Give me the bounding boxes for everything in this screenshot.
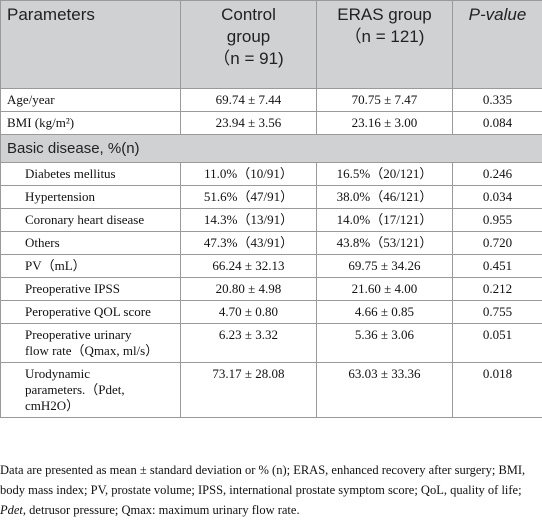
table-row: Peroperative QOL score 4.70 ± 0.80 4.66 … — [0, 300, 542, 324]
footnote-pdet: Pdet — [0, 503, 23, 517]
p-value: 0.720 — [452, 231, 542, 255]
row-label: Others — [0, 231, 181, 255]
row-label-line1: Preoperative urinary — [25, 327, 132, 342]
eras-value: 23.16 ± 3.00 — [316, 111, 453, 135]
control-value: 11.0%（10/91） — [180, 162, 317, 186]
table-row: BMI (kg/m²) 23.94 ± 3.56 23.16 ± 3.00 0.… — [0, 111, 542, 135]
table-row: PV（mL） 66.24 ± 32.13 69.75 ± 34.26 0.451 — [0, 254, 542, 278]
header-control-line3: （n = 91) — [213, 49, 284, 68]
eras-value: 14.0%（17/121） — [316, 208, 453, 232]
baseline-table: Parameters Control group （n = 91) ERAS g… — [0, 0, 542, 418]
row-label: Hypertension — [0, 185, 181, 209]
eras-value: 69.75 ± 34.26 — [316, 254, 453, 278]
control-value: 66.24 ± 32.13 — [180, 254, 317, 278]
control-value: 6.23 ± 3.32 — [180, 323, 317, 363]
row-label: PV（mL） — [0, 254, 181, 278]
table-row: Urodynamic parameters.（Pdet, cmH2O） 73.1… — [0, 362, 542, 418]
p-value: 0.451 — [452, 254, 542, 278]
header-control-line2: group — [226, 27, 271, 46]
p-value: 0.084 — [452, 111, 542, 135]
eras-value: 16.5%（20/121） — [316, 162, 453, 186]
row-label-line1: Urodynamic — [25, 366, 90, 381]
control-value: 20.80 ± 4.98 — [180, 277, 317, 301]
header-parameters: Parameters — [0, 0, 181, 89]
p-value: 0.955 — [452, 208, 542, 232]
footnote-text-1: Data are presented as mean ± standard de… — [0, 463, 526, 497]
table-row: Coronary heart disease 14.3%（13/91） 14.0… — [0, 208, 542, 232]
control-value: 51.6%（47/91） — [180, 185, 317, 209]
section-row: Basic disease, %(n) — [0, 134, 542, 163]
section-label: Basic disease, %(n) — [0, 134, 542, 163]
footnote-text-2: , detrusor pressure; Qmax: maximum urina… — [22, 503, 300, 517]
row-label: Peroperative QOL score — [0, 300, 181, 324]
eras-value: 43.8%（53/121） — [316, 231, 453, 255]
eras-value: 38.0%（46/121） — [316, 185, 453, 209]
p-value: 0.335 — [452, 88, 542, 112]
table-row: Hypertension 51.6%（47/91） 38.0%（46/121） … — [0, 185, 542, 209]
row-label: Preoperative IPSS — [0, 277, 181, 301]
header-control-line1: Control — [221, 5, 276, 24]
control-value: 47.3%（43/91） — [180, 231, 317, 255]
control-value: 73.17 ± 28.08 — [180, 362, 317, 418]
p-value: 0.246 — [452, 162, 542, 186]
row-label: Diabetes mellitus — [0, 162, 181, 186]
eras-value: 5.36 ± 3.06 — [316, 323, 453, 363]
header-eras-line1: ERAS group — [337, 5, 432, 24]
row-label: Preoperative urinary flow rate（Qmax, ml/… — [0, 323, 181, 363]
row-label-line2: parameters.（Pdet, — [25, 382, 125, 397]
control-value: 69.74 ± 7.44 — [180, 88, 317, 112]
row-label: Age/year — [0, 88, 181, 112]
row-label: Coronary heart disease — [0, 208, 181, 232]
p-value: 0.034 — [452, 185, 542, 209]
table-row: Diabetes mellitus 11.0%（10/91） 16.5%（20/… — [0, 162, 542, 186]
row-label-line2: flow rate（Qmax, ml/s） — [25, 343, 159, 358]
control-value: 14.3%（13/91） — [180, 208, 317, 232]
eras-value: 70.75 ± 7.47 — [316, 88, 453, 112]
p-value: 0.051 — [452, 323, 542, 363]
table-row: Preoperative urinary flow rate（Qmax, ml/… — [0, 323, 542, 363]
eras-value: 21.60 ± 4.00 — [316, 277, 453, 301]
p-value: 0.212 — [452, 277, 542, 301]
row-label-line3: cmH2O） — [25, 398, 80, 413]
p-value: 0.018 — [452, 362, 542, 418]
header-control-group: Control group （n = 91) — [180, 0, 317, 89]
table-footnote: Data are presented as mean ± standard de… — [0, 460, 536, 520]
header-p-value: P-value — [452, 0, 542, 89]
header-eras-group: ERAS group （n = 121) — [316, 0, 453, 89]
eras-value: 4.66 ± 0.85 — [316, 300, 453, 324]
p-value: 0.755 — [452, 300, 542, 324]
control-value: 23.94 ± 3.56 — [180, 111, 317, 135]
control-value: 4.70 ± 0.80 — [180, 300, 317, 324]
row-label: BMI (kg/m²) — [0, 111, 181, 135]
table-row: Preoperative IPSS 20.80 ± 4.98 21.60 ± 4… — [0, 277, 542, 301]
table-row: Others 47.3%（43/91） 43.8%（53/121） 0.720 — [0, 231, 542, 255]
header-eras-line2: （n = 121) — [344, 27, 425, 46]
table-row: Age/year 69.74 ± 7.44 70.75 ± 7.47 0.335 — [0, 88, 542, 112]
row-label: Urodynamic parameters.（Pdet, cmH2O） — [0, 362, 181, 418]
eras-value: 63.03 ± 33.36 — [316, 362, 453, 418]
header-row: Parameters Control group （n = 91) ERAS g… — [0, 0, 542, 89]
